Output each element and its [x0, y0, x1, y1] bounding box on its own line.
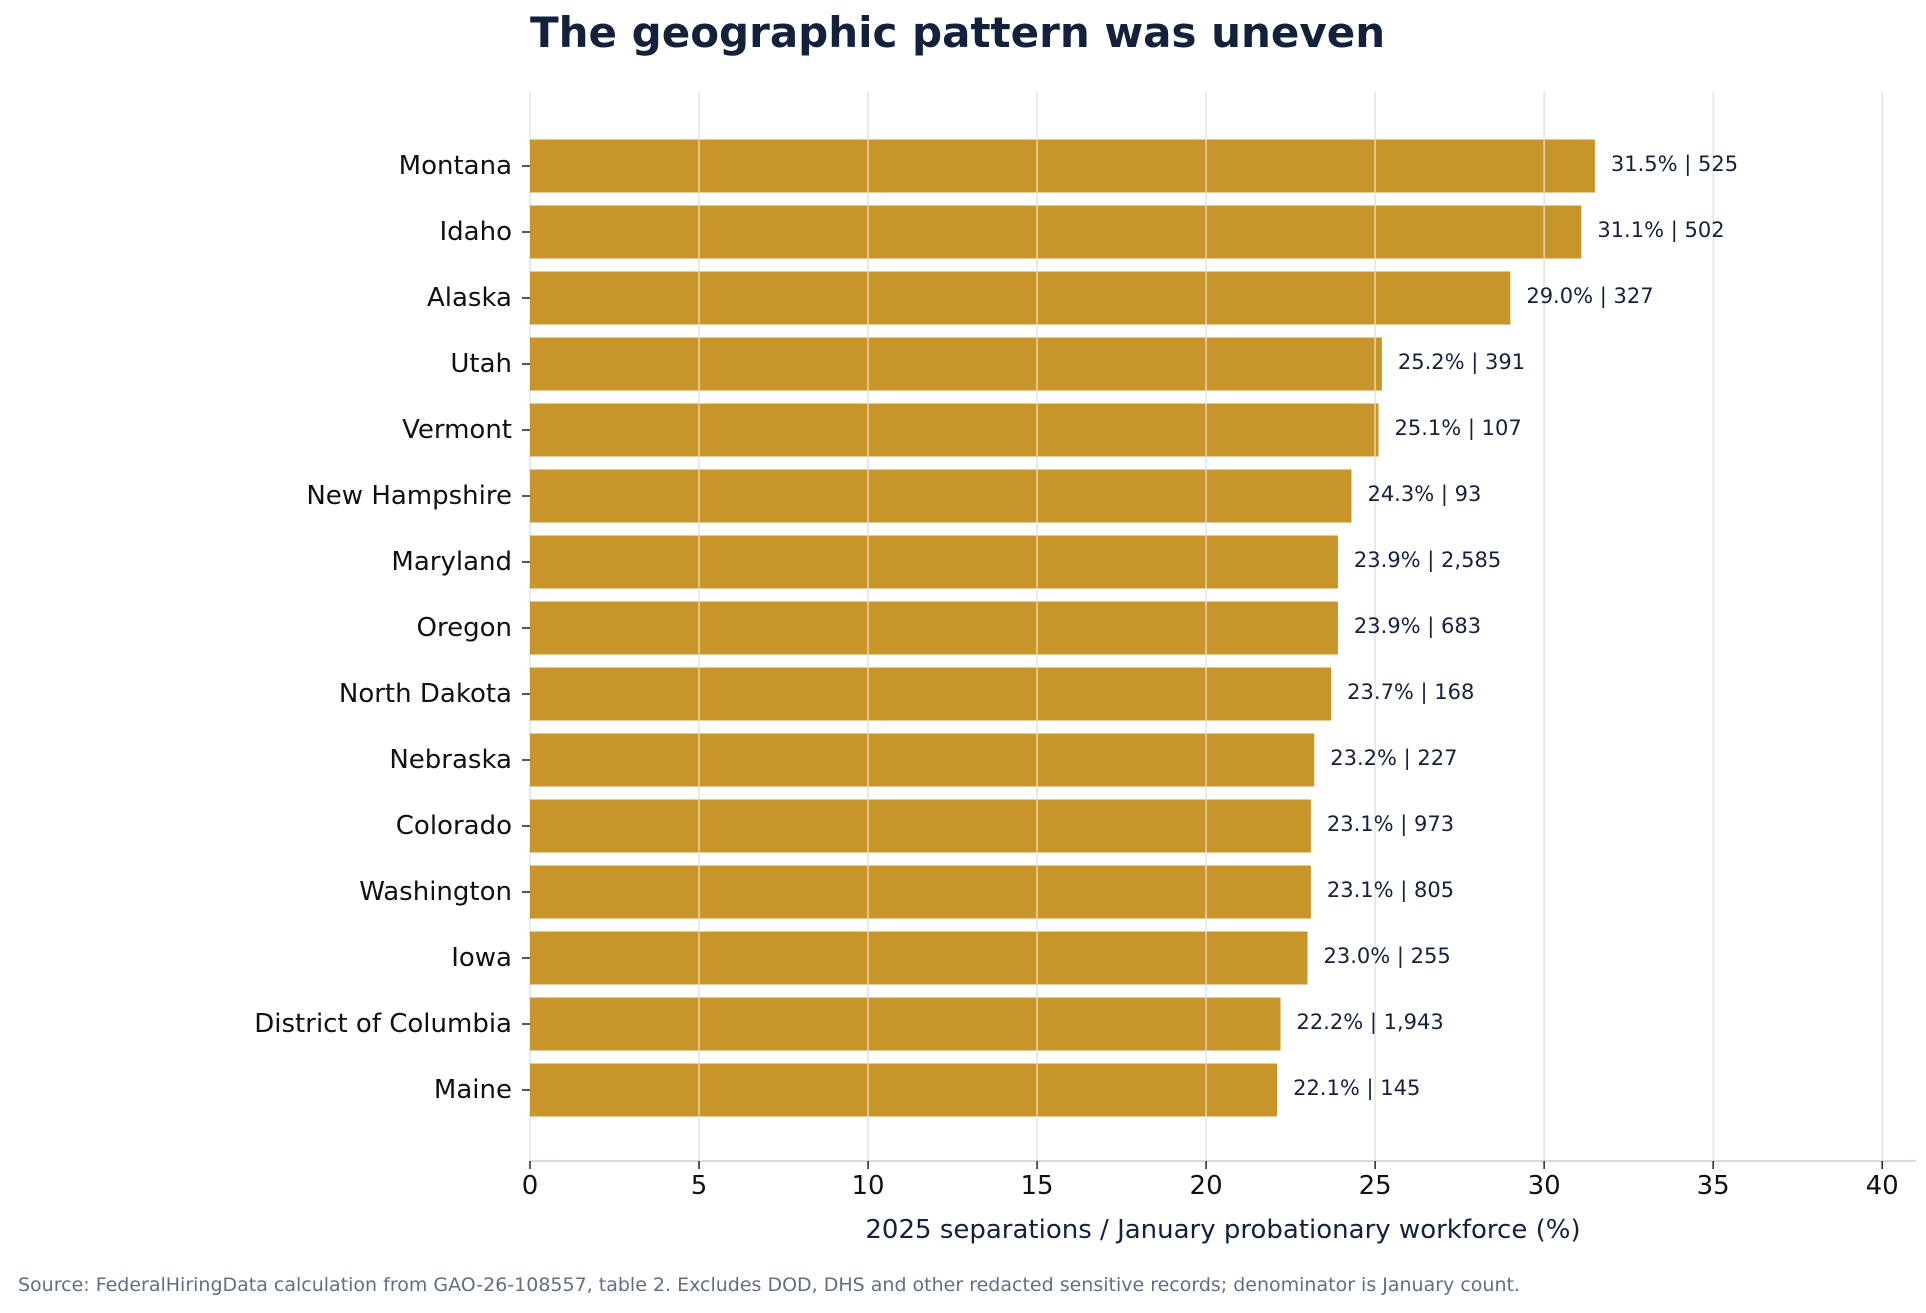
- data-label: 31.5% | 525: [1611, 152, 1738, 177]
- bar: [530, 601, 1338, 655]
- x-tick-label: 15: [1021, 1171, 1054, 1201]
- data-label: 23.0% | 255: [1324, 944, 1451, 969]
- y-tick-label: Montana: [399, 151, 512, 181]
- y-tick-label: Maryland: [391, 547, 512, 577]
- bars: [530, 139, 1595, 1117]
- data-label: 31.1% | 502: [1597, 218, 1724, 243]
- bar: [530, 139, 1595, 193]
- bar: [530, 667, 1332, 721]
- bar: [530, 931, 1308, 985]
- data-label: 23.2% | 227: [1330, 746, 1457, 771]
- x-tick-label: 35: [1697, 1171, 1730, 1201]
- bar: [530, 997, 1281, 1051]
- source-note: Source: FederalHiringData calculation fr…: [18, 1274, 1520, 1296]
- y-tick-label: Oregon: [417, 613, 512, 643]
- data-label: 22.2% | 1,943: [1296, 1010, 1443, 1035]
- y-tick-label: Maine: [434, 1075, 512, 1105]
- data-label: 23.1% | 805: [1327, 878, 1454, 903]
- bar: [530, 733, 1315, 787]
- y-tick-label: Idaho: [440, 217, 513, 247]
- data-label: 23.7% | 168: [1347, 680, 1474, 705]
- axes: [522, 165, 1916, 1169]
- data-label: 23.9% | 2,585: [1354, 548, 1501, 573]
- x-tick-label: 10: [852, 1171, 885, 1201]
- y-tick-label: North Dakota: [339, 679, 512, 709]
- bar: [530, 1063, 1278, 1117]
- bar: [530, 865, 1311, 919]
- y-tick-label: Nebraska: [389, 745, 512, 775]
- x-tick-label: 20: [1190, 1171, 1223, 1201]
- data-label: 22.1% | 145: [1293, 1076, 1420, 1101]
- x-axis-label: 2025 separations / January probationary …: [865, 1215, 1580, 1245]
- x-tick-label: 5: [691, 1171, 708, 1201]
- bar: [530, 799, 1311, 853]
- bar: [530, 205, 1582, 259]
- bar: [530, 337, 1382, 391]
- y-tick-label: Vermont: [402, 415, 512, 445]
- labels: Montana 31.5% | 525 Idaho 31.1% | 502 Alaska…: [254, 151, 1898, 1245]
- data-label: 29.0% | 327: [1526, 284, 1653, 309]
- data-label: 25.2% | 391: [1398, 350, 1525, 375]
- y-tick-label: Utah: [450, 349, 512, 379]
- y-tick-label: Alaska: [427, 283, 512, 313]
- y-tick-label: Colorado: [396, 811, 512, 841]
- data-label: 23.1% | 973: [1327, 812, 1454, 837]
- x-tick-label: 25: [1359, 1171, 1392, 1201]
- y-tick-label: New Hampshire: [306, 481, 512, 511]
- chart-title: The geographic pattern was uneven: [530, 8, 1386, 57]
- bar: [530, 535, 1338, 589]
- x-tick-label: 40: [1866, 1171, 1899, 1201]
- data-label: 25.1% | 107: [1395, 416, 1522, 441]
- x-tick-label: 0: [522, 1171, 539, 1201]
- bar: [530, 469, 1352, 523]
- data-label: 24.3% | 93: [1367, 482, 1481, 507]
- bar: [530, 271, 1511, 325]
- x-tick-label: 30: [1528, 1171, 1561, 1201]
- y-tick-label: Iowa: [451, 943, 512, 973]
- y-tick-label: District of Columbia: [254, 1009, 512, 1039]
- data-label: 23.9% | 683: [1354, 614, 1481, 639]
- bar: [530, 403, 1379, 457]
- y-tick-label: Washington: [359, 877, 512, 907]
